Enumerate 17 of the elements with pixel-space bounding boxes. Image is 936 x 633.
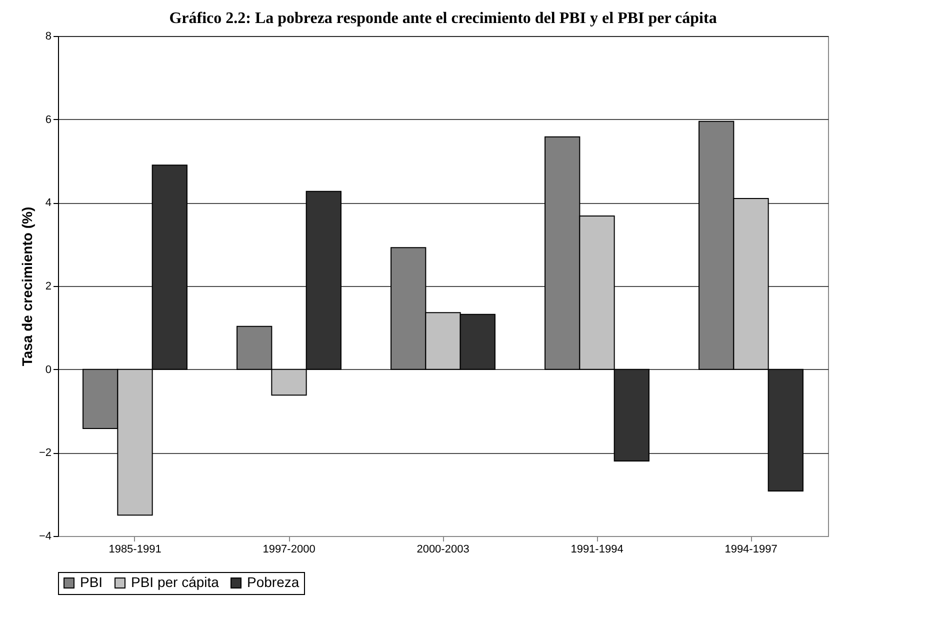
x-tick-label: 2000-2003 xyxy=(416,544,470,556)
y-tick-label: 4 xyxy=(45,197,52,210)
legend-label: PBI xyxy=(80,574,103,590)
chart-title: Gráfico 2.2: La pobreza responde ante el crecimiento del PBI y el PBI per cápita xyxy=(169,10,717,27)
y-tick-label: 0 xyxy=(45,364,52,376)
y-tick-label: −2 xyxy=(38,447,52,460)
x-tick-label: 1997-2000 xyxy=(262,544,316,556)
legend-label: Pobreza xyxy=(247,574,300,590)
x-tick-label: 1991-1994 xyxy=(570,544,624,556)
y-axis-title: Tasa de crecimiento (%) xyxy=(18,206,35,366)
x-tick-label: 1994-1997 xyxy=(724,544,778,556)
legend-label: PBI per cápita xyxy=(131,574,220,590)
y-tick-label: 8 xyxy=(45,30,52,42)
y-tick-label: 2 xyxy=(45,280,52,292)
x-tick-label: 1985-1991 xyxy=(108,544,162,556)
y-tick-label: −4 xyxy=(38,530,52,542)
y-tick-label: 6 xyxy=(45,114,52,126)
